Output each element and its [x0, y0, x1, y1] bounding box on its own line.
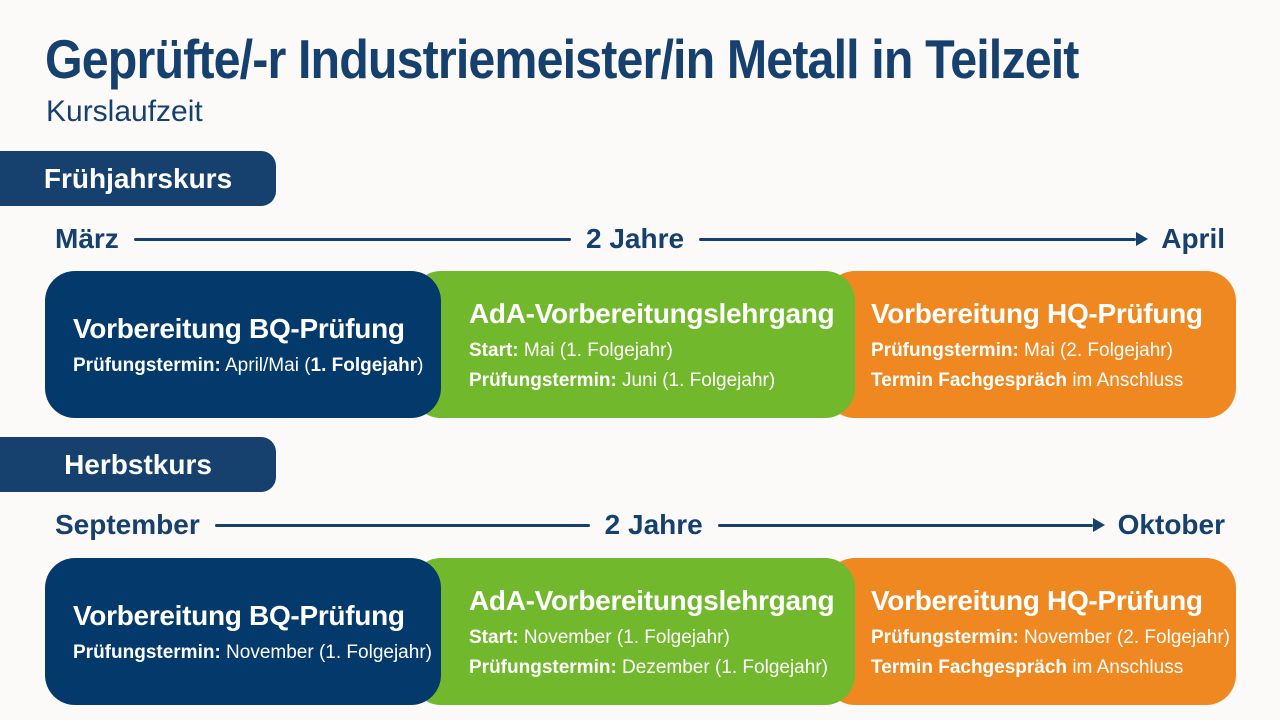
block-detail-line: Prüfungstermin: April/Mai (1. Folgejahr) — [73, 354, 424, 376]
timeline-end-label: April — [1161, 223, 1225, 254]
block-detail-line: Termin Fachgespräch im Anschluss — [871, 369, 1184, 391]
timeline-start-label: März — [55, 223, 119, 254]
autumn-timeline: September 2 Jahre Oktober — [55, 505, 1225, 545]
block-title: Vorbereitung HQ-Prüfung — [871, 297, 1203, 329]
ada-course-block-spring: AdA-Vorbereitungslehrgang Start: Mai (1.… — [411, 271, 855, 418]
spring-course-badge-label: Frühjahrskurs — [43, 162, 233, 194]
spring-blocks-row: Vorbereitung BQ-Prüfung Prüfungstermin: … — [45, 271, 1236, 418]
timeline-line — [133, 237, 571, 241]
block-detail-line: Prüfungstermin: Dezember (1. Folgejahr) — [469, 656, 828, 678]
timeline-duration-label: 2 Jahre — [604, 509, 703, 540]
hq-exam-block-spring: Vorbereitung HQ-Prüfung Prüfungstermin: … — [825, 271, 1236, 418]
page-subtitle: Kurslaufzeit — [46, 95, 203, 128]
bq-exam-block-autumn: Vorbereitung BQ-Prüfung Prüfungstermin: … — [45, 558, 441, 705]
page-title: Geprüfte/-r Industriemeister/in Metall i… — [45, 28, 1079, 90]
timeline-line — [214, 523, 590, 527]
block-title: Vorbereitung BQ-Prüfung — [73, 599, 405, 631]
autumn-blocks-row: Vorbereitung BQ-Prüfung Prüfungstermin: … — [45, 558, 1236, 705]
block-detail-line: Prüfungstermin: November (1. Folgejahr) — [73, 641, 432, 663]
block-title: Vorbereitung BQ-Prüfung — [73, 312, 405, 344]
timeline-arrow-line — [699, 232, 1149, 246]
block-title: Vorbereitung HQ-Prüfung — [871, 584, 1203, 616]
block-detail-line: Start: November (1. Folgejahr) — [469, 626, 730, 648]
spring-course-badge: Frühjahrskurs — [0, 151, 276, 206]
timeline-duration-label: 2 Jahre — [585, 223, 685, 254]
block-detail-line: Start: Mai (1. Folgejahr) — [469, 339, 673, 361]
ada-course-block-autumn: AdA-Vorbereitungslehrgang Start: Novembe… — [411, 558, 855, 705]
autumn-course-badge-label: Herbstkurs — [64, 448, 212, 480]
hq-exam-block-autumn: Vorbereitung HQ-Prüfung Prüfungstermin: … — [825, 558, 1236, 705]
autumn-course-badge: Herbstkurs — [0, 437, 276, 492]
block-detail-line: Prüfungstermin: November (2. Folgejahr) — [871, 626, 1230, 648]
timeline-start-label: September — [55, 509, 200, 540]
timeline-arrow-line — [717, 518, 1105, 532]
timeline-end-label: Oktober — [1117, 509, 1225, 540]
block-detail-line: Prüfungstermin: Mai (2. Folgejahr) — [871, 339, 1173, 361]
block-detail-line: Termin Fachgespräch im Anschluss — [871, 656, 1184, 678]
spring-timeline: März 2 Jahre April — [55, 219, 1225, 259]
block-detail-line: Prüfungstermin: Juni (1. Folgejahr) — [469, 369, 776, 391]
block-title: AdA-Vorbereitungslehrgang — [469, 297, 835, 329]
block-title: AdA-Vorbereitungslehrgang — [469, 584, 835, 616]
bq-exam-block-spring: Vorbereitung BQ-Prüfung Prüfungstermin: … — [45, 271, 441, 418]
